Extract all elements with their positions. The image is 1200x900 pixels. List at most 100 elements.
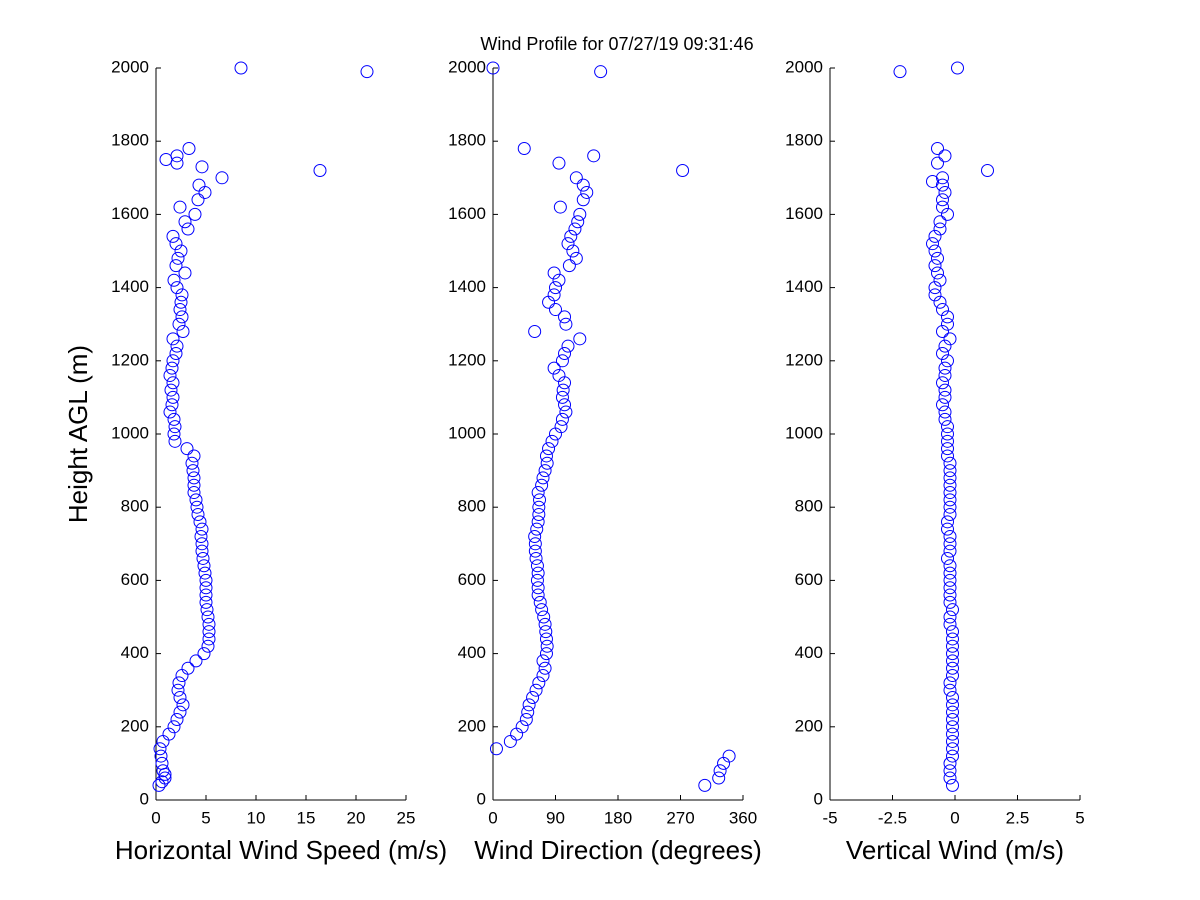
- point: [171, 683, 185, 697]
- x-tick-label: 15: [297, 808, 316, 827]
- point: [166, 229, 180, 243]
- point: [542, 442, 556, 456]
- point: [943, 456, 957, 470]
- point: [194, 529, 208, 543]
- x-tick-label: 20: [347, 808, 366, 827]
- x-tick-label: 90: [546, 808, 565, 827]
- point: [192, 178, 206, 192]
- point: [943, 500, 957, 514]
- point: [555, 412, 569, 426]
- point: [946, 720, 959, 734]
- point: [202, 632, 216, 646]
- point: [156, 764, 170, 778]
- point: [943, 573, 957, 587]
- point: [941, 522, 954, 536]
- point: [938, 405, 952, 419]
- point: [539, 632, 553, 646]
- point: [549, 281, 562, 295]
- y-tick-label: 2000: [448, 57, 486, 76]
- point: [943, 529, 957, 543]
- point: [580, 185, 594, 199]
- point: [943, 610, 957, 624]
- point: [197, 647, 211, 661]
- point: [938, 368, 952, 382]
- x-tick-label: 270: [666, 808, 694, 827]
- point: [537, 610, 551, 624]
- point: [189, 654, 203, 668]
- point: [540, 639, 554, 653]
- point: [936, 171, 949, 185]
- point: [946, 698, 959, 712]
- point: [199, 573, 213, 587]
- point: [170, 712, 184, 726]
- point: [163, 368, 177, 382]
- point: [172, 317, 186, 331]
- point: [530, 573, 544, 587]
- point: [199, 581, 213, 595]
- point: [943, 537, 957, 551]
- y-tick-label: 400: [795, 643, 823, 662]
- point: [182, 142, 196, 156]
- point: [535, 603, 549, 617]
- point: [167, 412, 181, 426]
- point: [943, 478, 957, 492]
- point: [941, 420, 954, 434]
- point: [941, 551, 954, 565]
- point: [181, 222, 195, 236]
- point: [165, 361, 179, 375]
- x-tick-label: 5: [201, 808, 210, 827]
- point: [164, 383, 178, 397]
- point: [943, 588, 957, 602]
- y-tick-label: 1600: [448, 204, 486, 223]
- point: [175, 310, 189, 324]
- point: [489, 742, 503, 756]
- point: [174, 295, 188, 309]
- point: [528, 537, 542, 551]
- y-tick-label: 800: [795, 497, 823, 516]
- point: [943, 771, 957, 785]
- point: [199, 588, 213, 602]
- point: [189, 493, 203, 507]
- point: [946, 625, 959, 639]
- x-tick-label: 5: [1075, 808, 1084, 827]
- point: [163, 405, 177, 419]
- y-tick-label: 1800: [111, 131, 149, 150]
- y-tick-label: 200: [795, 716, 823, 735]
- point: [559, 317, 573, 331]
- point: [951, 61, 964, 75]
- point: [187, 486, 201, 500]
- point: [558, 398, 572, 412]
- y-tick-label: 1400: [111, 277, 149, 296]
- point: [569, 171, 583, 185]
- point: [943, 544, 957, 558]
- point: [180, 442, 194, 456]
- point: [191, 508, 205, 522]
- point: [594, 65, 608, 79]
- point: [712, 771, 726, 785]
- point: [532, 676, 546, 690]
- point: [531, 566, 545, 580]
- point: [360, 65, 374, 79]
- y-tick-label: 400: [458, 643, 486, 662]
- point: [946, 705, 959, 719]
- point: [172, 676, 186, 690]
- y-tick-label: 1200: [111, 350, 149, 369]
- point: [936, 178, 949, 192]
- point: [576, 193, 590, 207]
- point: [933, 273, 947, 287]
- x-tick-label: 2.5: [1006, 808, 1030, 827]
- point: [530, 559, 544, 573]
- x-tick-label: 360: [729, 808, 757, 827]
- point: [528, 529, 542, 543]
- point: [535, 478, 549, 492]
- point: [486, 61, 500, 75]
- point: [561, 237, 575, 251]
- point: [155, 756, 169, 770]
- point: [536, 654, 550, 668]
- point: [943, 471, 957, 485]
- point: [946, 727, 959, 741]
- point: [538, 661, 552, 675]
- y-tick-label: 0: [140, 789, 149, 808]
- x-axis-label: Wind Direction (degrees): [474, 835, 762, 865]
